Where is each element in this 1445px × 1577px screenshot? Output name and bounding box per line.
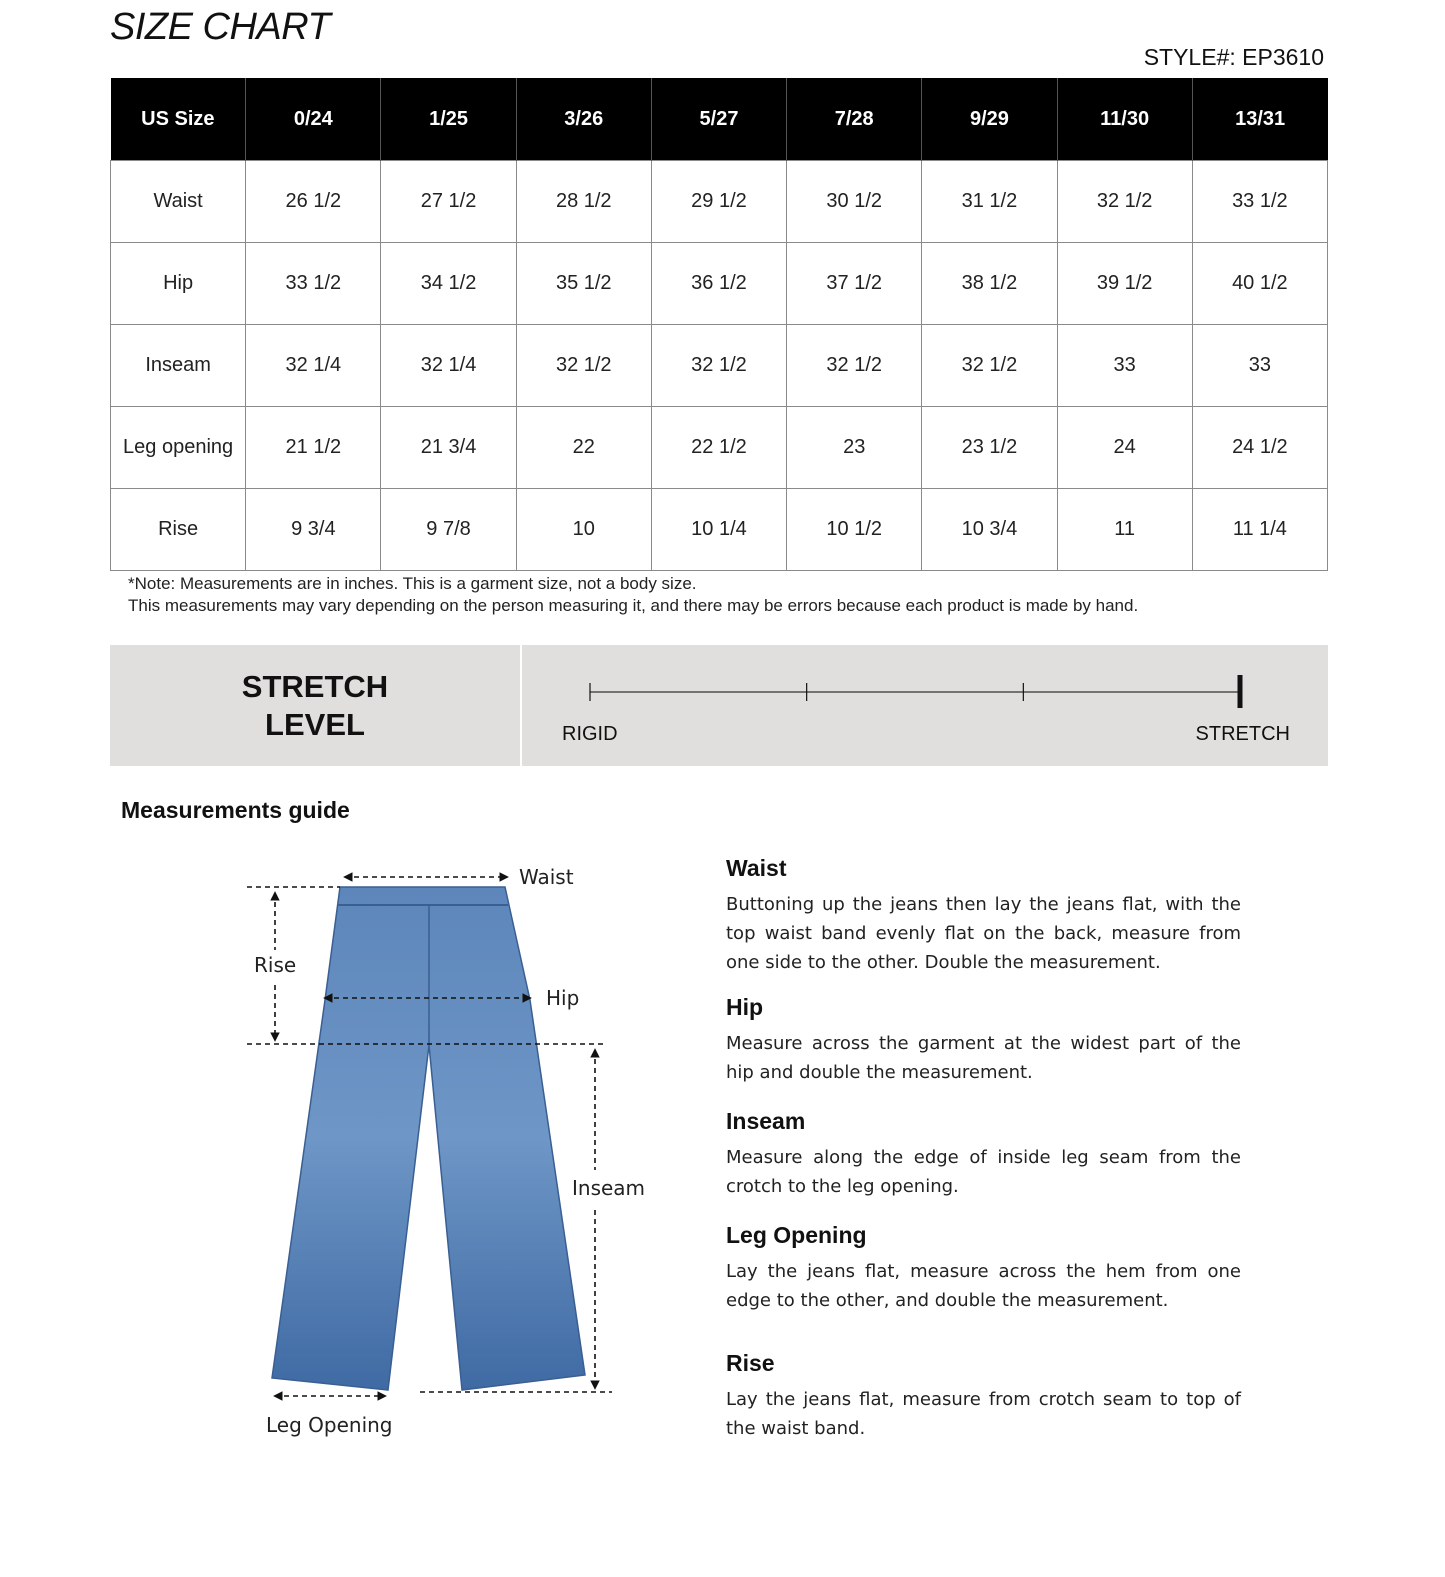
table-cell: 11 1/4 — [1191, 488, 1329, 571]
column-header-size: 13/31 — [1192, 78, 1328, 161]
row-label: Hip — [109, 242, 247, 325]
diagram-label-inseam: Inseam — [572, 1176, 646, 1200]
rigid-label: RIGID — [562, 723, 618, 745]
table-cell: 11 — [1056, 488, 1193, 571]
stretch-label-line-1: STRETCH — [241, 668, 389, 704]
section-text: Buttoning up the jeans then lay the jean… — [726, 894, 1241, 973]
table-cell: 23 — [786, 406, 923, 489]
table-cell: 36 1/2 — [650, 242, 788, 325]
table-cell: 10 — [515, 488, 652, 571]
table-row: Leg opening 21 1/2 21 3/4 22 22 1/2 23 23 1/2 2… — [109, 406, 1329, 489]
row-label: Leg opening — [109, 406, 247, 489]
column-header-size: 9/29 — [921, 78, 1058, 161]
section-text: Measure along the edge of inside leg sea… — [726, 1147, 1241, 1197]
table-cell: 32 1/4 — [245, 324, 382, 407]
column-header-size: 11/30 — [1057, 78, 1193, 161]
page-title: SIZE CHART — [110, 6, 331, 48]
column-header-us-size: US Size — [110, 78, 247, 161]
table-row: Inseam 32 1/4 32 1/4 32 1/2 32 1/2 32 1/2 32 1… — [109, 324, 1329, 407]
table-cell: 37 1/2 — [786, 242, 923, 325]
table-cell: 10 3/4 — [921, 488, 1058, 571]
table-row: Waist 26 1/2 27 1/2 28 1/2 29 1/2 30 1/2 31 1/… — [109, 160, 1329, 243]
row-label: Inseam — [109, 324, 247, 407]
section-text: Lay the jeans flat, measure across the h… — [726, 1261, 1241, 1311]
table-cell: 34 1/2 — [380, 242, 517, 325]
section-title: Leg Opening — [726, 1222, 867, 1248]
table-cell: 24 1/2 — [1191, 406, 1329, 489]
table-row: Rise 9 3/4 9 7/8 10 10 1/4 10 1/2 10 3/4 11 11 1… — [109, 488, 1329, 571]
table-cell: 32 1/2 — [650, 324, 788, 407]
table-cell: 21 3/4 — [380, 406, 517, 489]
stretch-level-label: STRETCH LEVEL — [110, 645, 522, 766]
column-header-size: 5/27 — [651, 78, 788, 161]
diagram-label-waist: Waist — [519, 865, 574, 889]
section-text: Lay the jeans flat, measure from crotch … — [726, 1389, 1241, 1439]
guide-section-rise: Rise Lay the jeans flat, measure from cro… — [726, 1350, 1241, 1443]
row-label: Rise — [109, 488, 247, 571]
table-cell: 10 1/2 — [786, 488, 923, 571]
table-cell: 33 — [1191, 324, 1329, 407]
table-cell: 22 — [515, 406, 652, 489]
style-number: STYLE#: EP3610 — [1143, 44, 1324, 70]
table-cell: 32 1/4 — [380, 324, 517, 407]
table-cell: 9 7/8 — [380, 488, 517, 571]
stretch-label: STRETCH — [1195, 723, 1290, 745]
diagram-label-rise: Rise — [254, 953, 297, 977]
table-cell: 9 3/4 — [245, 488, 382, 571]
column-header-size: 3/26 — [516, 78, 652, 161]
column-header-size: 0/24 — [245, 78, 382, 161]
table-header-row: US Size 0/24 1/25 3/26 5/27 7/28 9/29 11/30 13/3… — [110, 78, 1328, 161]
column-header-size: 7/28 — [786, 78, 923, 161]
table-cell: 29 1/2 — [650, 160, 788, 243]
column-header-size: 1/25 — [380, 78, 517, 161]
table-cell: 22 1/2 — [650, 406, 788, 489]
table-cell: 10 1/4 — [650, 488, 788, 571]
guide-section-inseam: Inseam Measure along the edge of inside l… — [726, 1108, 1241, 1201]
table-cell: 38 1/2 — [921, 242, 1058, 325]
table-cell: 31 1/2 — [921, 160, 1058, 243]
table-row: Hip 33 1/2 34 1/2 35 1/2 36 1/2 37 1/2 38 1/2 3… — [109, 242, 1329, 325]
table-cell: 26 1/2 — [245, 160, 382, 243]
table-cell: 32 1/2 — [1056, 160, 1193, 243]
measurement-note: *Note: Measurements are in inches. This … — [128, 573, 1138, 617]
diagram-label-leg-opening: Leg Opening — [266, 1413, 393, 1437]
section-title: Rise — [726, 1350, 775, 1376]
section-title: Waist — [726, 855, 787, 881]
table-cell: 24 — [1056, 406, 1193, 489]
table-cell: 32 1/2 — [515, 324, 652, 407]
guide-title: Measurements guide — [121, 797, 350, 823]
note-line-1: *Note: Measurements are in inches. This … — [128, 574, 697, 593]
jeans-image — [271, 886, 586, 1391]
table-cell: 39 1/2 — [1056, 242, 1193, 325]
guide-section-hip: Hip Measure across the garment at the wid… — [726, 994, 1241, 1087]
section-title: Hip — [726, 994, 764, 1020]
stretch-scale — [589, 675, 1243, 708]
note-line-2: This measurements may vary depending on … — [128, 596, 1139, 615]
diagram-label-hip: Hip — [546, 986, 580, 1010]
stretch-label-line-2: LEVEL — [265, 706, 365, 742]
stretch-level-panel: STRETCH LEVEL RIGID STRETCH — [110, 645, 1328, 766]
table-cell: 33 — [1056, 324, 1193, 407]
table-cell: 30 1/2 — [786, 160, 923, 243]
section-text: Measure across the garment at the widest… — [726, 1033, 1241, 1083]
size-table: US Size 0/24 1/25 3/26 5/27 7/28 9/29 11/30 13/3… — [109, 78, 1329, 571]
row-label: Waist — [109, 160, 247, 243]
table-cell: 32 1/2 — [921, 324, 1058, 407]
guide-section-waist: Waist Buttoning up the jeans then lay the… — [726, 855, 1241, 977]
table-cell: 33 1/2 — [245, 242, 382, 325]
guide-section-leg-opening: Leg Opening Lay the jeans flat, measure a… — [726, 1222, 1241, 1315]
section-title: Inseam — [726, 1108, 806, 1134]
table-cell: 28 1/2 — [515, 160, 652, 243]
table-cell: 21 1/2 — [245, 406, 382, 489]
